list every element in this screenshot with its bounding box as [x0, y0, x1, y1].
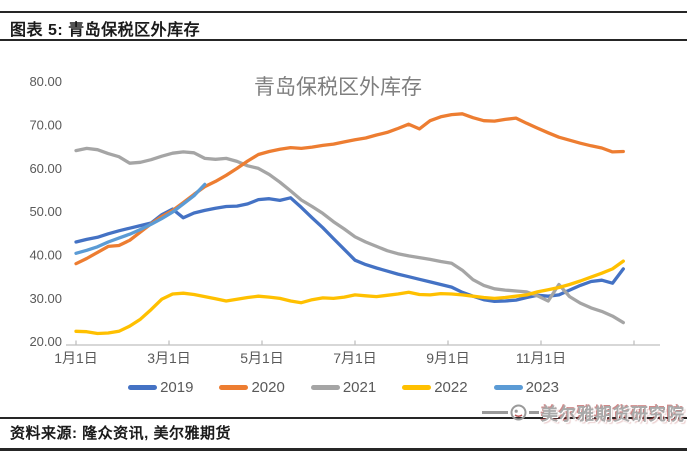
watermark-text: 美尔雅期货研究院 [541, 405, 685, 424]
y-axis-tick-label: 80.00 [29, 74, 62, 89]
circle-mascot-logo-icon [510, 404, 527, 421]
y-axis-tick-label: 50.00 [29, 204, 62, 219]
series-line-2020 [74, 112, 625, 266]
legend-item-2019: 2019 [128, 379, 193, 396]
series-line-2023 [74, 182, 207, 255]
watermark-dash [529, 411, 539, 414]
legend-swatch-2021 [310, 385, 340, 390]
legend-swatch-2019 [128, 385, 158, 390]
legend-item-2021: 2021 [310, 379, 377, 396]
x-axis-tick-label: 7月1日 [333, 350, 377, 366]
x-axis-tick-label: 3月1日 [147, 350, 191, 366]
legend-item-2022: 2022 [402, 379, 468, 396]
legend-swatch-2022 [402, 385, 432, 390]
series-line-2019 [74, 196, 625, 304]
chart-series [74, 112, 625, 336]
source-note: 资料来源: 隆众资讯, 美尔雅期货 [10, 425, 231, 442]
bottom-rule [0, 448, 687, 451]
inventory-chart: 青岛保税区外库存 80.00 70.00 60.00 50.00 40.00 30.00 2… [0, 50, 687, 380]
legend-label-2022: 2022 [434, 379, 468, 396]
x-axis-tick-label: 11月1日 [516, 350, 566, 366]
x-axis-tick-label: 1月1日 [54, 350, 98, 366]
legend-item-2020: 2020 [219, 379, 285, 396]
legend-label-2023: 2023 [525, 379, 559, 396]
y-axis-tick-label: 40.00 [29, 248, 62, 263]
watermark-dash [482, 411, 508, 414]
y-axis-tick-label: 70.00 [29, 118, 62, 133]
y-axis-tick-label: 30.00 [29, 291, 62, 306]
legend-swatch-2023 [493, 385, 523, 390]
watermark: 美尔雅期货研究院 [482, 400, 685, 425]
legend-label-2020: 2020 [251, 379, 285, 396]
chart-legend: 2019 2020 2021 2022 2023 [30, 379, 657, 396]
legend-item-2023: 2023 [493, 379, 559, 396]
figure-caption: 图表 5: 青岛保税区外库存 [10, 22, 201, 39]
top-rule [0, 11, 687, 13]
y-axis-tick-label: 20.00 [29, 334, 62, 349]
header-rule [0, 39, 687, 41]
series-line-2022 [74, 259, 625, 336]
chart-canvas: 青岛保税区外库存 80.00 70.00 60.00 50.00 40.00 30.00 2… [29, 74, 660, 366]
legend-swatch-2020 [219, 385, 249, 390]
chart-title: 青岛保税区外库存 [254, 76, 422, 99]
footer-rule [0, 417, 687, 419]
y-axis-tick-label: 60.00 [29, 161, 62, 176]
legend-label-2021: 2021 [342, 379, 377, 396]
legend-label-2019: 2019 [160, 379, 194, 396]
x-axis-tick-label: 5月1日 [240, 350, 284, 366]
x-axis-tick-label: 9月1日 [426, 350, 470, 366]
